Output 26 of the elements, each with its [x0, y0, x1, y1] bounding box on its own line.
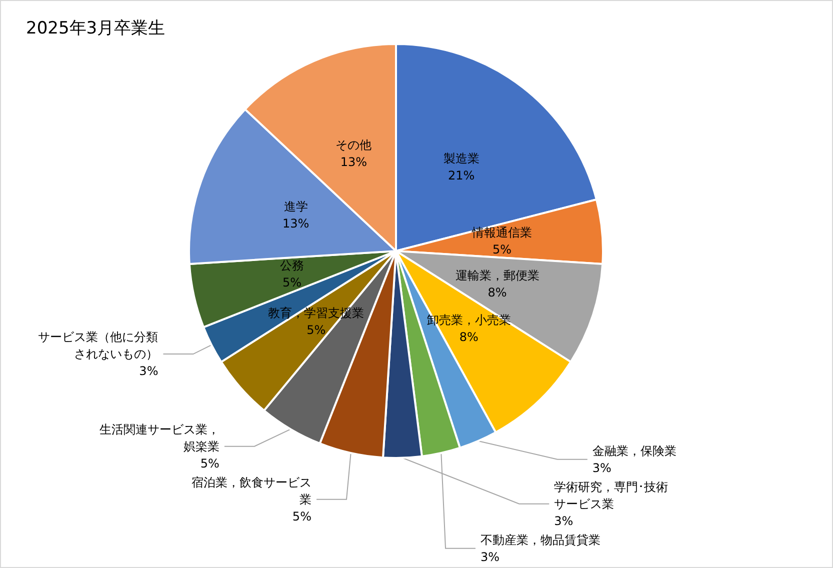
data-label: 13% [340, 154, 368, 169]
slice-label: 宿泊業，飲食サービス業 [191, 475, 312, 506]
slice-label: 金融業，保険業 [592, 444, 676, 458]
data-label: 5% [306, 322, 326, 337]
slice-label: その他 [336, 138, 372, 152]
chart-title: 2025年3月卒業生 [26, 18, 166, 38]
data-label: 8% [488, 285, 507, 300]
data-label: 5% [292, 509, 312, 524]
data-label: 5% [492, 242, 512, 256]
slice-label: サービス業（他に分類されないもの） [38, 330, 158, 362]
slice-label: 進学 [284, 199, 308, 214]
slice-label: 学術研究，専門･技術サービス業 [554, 480, 668, 511]
data-label: 5% [282, 276, 302, 290]
data-label: 3% [592, 460, 612, 475]
data-label: 13% [282, 216, 310, 230]
data-label: 3% [480, 550, 500, 564]
slice-label: 不動産業，物品賃貸業 [480, 532, 601, 547]
data-label: 5% [200, 456, 220, 470]
data-label: 21% [448, 168, 475, 182]
data-label: 3% [554, 514, 574, 528]
data-label: 8% [459, 330, 478, 344]
data-label: 3% [139, 364, 158, 378]
slice-label: 公務 [280, 258, 304, 273]
slice-label: 生活関連サービス業，娯楽業 [99, 422, 220, 454]
slice-label: 製造業 [443, 151, 480, 166]
slice-label: 運輸業，郵便業 [455, 268, 540, 282]
